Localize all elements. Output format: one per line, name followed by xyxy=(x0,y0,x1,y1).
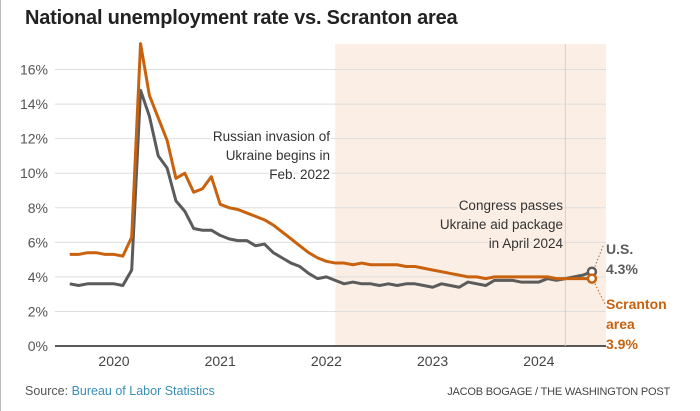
x-tick-label: 2021 xyxy=(205,353,236,369)
y-tick-label: 0% xyxy=(28,338,48,354)
scranton-series-label-2: area xyxy=(606,316,635,332)
us-series-line xyxy=(69,88,593,289)
x-tick-label: 2022 xyxy=(311,353,342,369)
y-tick-label: 10% xyxy=(20,165,48,181)
annotation-invasion-text: Ukraine begins in xyxy=(226,148,330,163)
x-tick-label: 2020 xyxy=(98,353,129,369)
source-link[interactable]: Bureau of Labor Statistics xyxy=(71,384,215,398)
annotation-aid-text: in April 2024 xyxy=(489,236,564,251)
us-series-label: U.S. xyxy=(606,241,633,257)
scranton-label-leader xyxy=(594,283,606,305)
y-tick-label: 14% xyxy=(20,96,48,112)
scranton-series-label: Scranton xyxy=(606,296,667,312)
y-tick-label: 2% xyxy=(28,303,48,319)
y-tick-label: 12% xyxy=(20,131,48,147)
us-value-label: 4.3% xyxy=(606,261,638,277)
scranton-value-label: 3.9% xyxy=(606,336,638,352)
annotation-aid-text: Congress passes xyxy=(459,198,564,213)
left-border xyxy=(0,0,1,411)
annotation-invasion-text: Feb. 2022 xyxy=(269,167,330,182)
y-tick-label: 8% xyxy=(28,200,48,216)
source-note: Source: Bureau of Labor Statistics xyxy=(25,384,215,398)
x-tick-label: 2024 xyxy=(523,353,554,369)
y-tick-label: 4% xyxy=(28,269,48,285)
y-tick-label: 6% xyxy=(28,234,48,250)
scranton-end-marker xyxy=(586,273,598,284)
source-label: Source: xyxy=(25,384,69,398)
chart-title: National unemployment rate vs. Scranton … xyxy=(25,7,458,29)
us-label-leader xyxy=(594,245,604,267)
annotation-aid-text: Ukraine aid package xyxy=(440,217,563,232)
x-tick-label: 2023 xyxy=(417,353,448,369)
annotation-invasion-text: Russian invasion of xyxy=(213,129,330,144)
y-tick-label: 16% xyxy=(20,62,48,78)
scranton-series-line xyxy=(69,42,592,281)
shaded-period xyxy=(335,44,606,346)
credit-line: JACOB BOGAGE / THE WASHINGTON POST xyxy=(447,386,670,398)
